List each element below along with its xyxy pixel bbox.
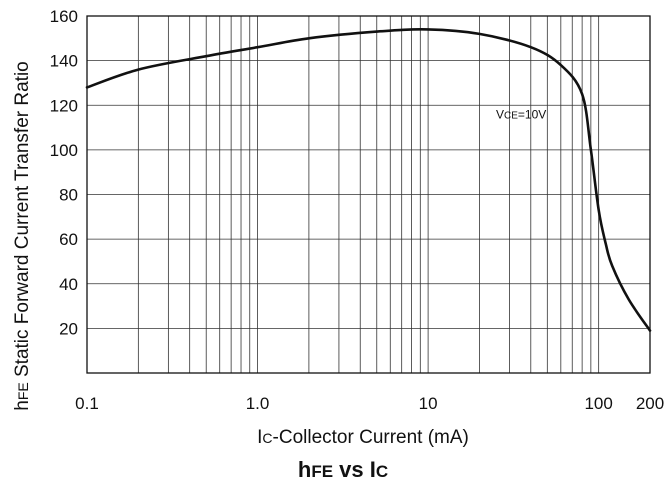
vce-annotation-rest: =10V	[518, 108, 546, 122]
y-axis-title-main: h	[12, 400, 33, 411]
y-tick-label: 160	[50, 7, 78, 26]
chart-title-part-1: h	[298, 457, 311, 482]
x-tick-label: 200	[636, 394, 664, 413]
plot-frame	[86, 15, 651, 374]
y-axis-title-rest: Static Forward Current Transfer Ratio	[12, 61, 33, 382]
x-axis-title-main: I	[257, 427, 262, 448]
y-axis-title: hFE Static Forward Current Transfer Rati…	[12, 61, 33, 410]
chart-title-part-2: FE	[311, 462, 333, 481]
x-axis-title-sub: C	[262, 430, 272, 446]
x-tick-label: 0.1	[75, 394, 99, 413]
vce-annotation-sub: CE	[504, 111, 518, 122]
chart-title: hFE vs IC	[298, 457, 388, 482]
y-tick-label: 100	[50, 141, 78, 160]
x-axis-title: IC-Collector Current (mA)	[257, 427, 469, 448]
y-tick-label: 80	[59, 186, 78, 205]
chart-title-part-3: vs I	[333, 457, 376, 482]
hfe-curve-line	[85, 28, 652, 332]
chart-title-part-4: C	[376, 462, 388, 481]
y-tick-label: 40	[59, 275, 78, 294]
y-tick-labels: 20 40 60 80 100 120 140 160	[50, 7, 78, 338]
x-tick-labels: 0.1 1.0 10 100 200	[75, 394, 664, 413]
vce-annotation: VCE=10V	[496, 108, 546, 122]
y-tick-label: 140	[50, 52, 78, 71]
y-tick-label: 120	[50, 96, 78, 115]
x-tick-label: 1.0	[246, 394, 270, 413]
x-axis-title-rest: -Collector Current (mA)	[273, 427, 469, 448]
y-axis-title-sub: FE	[15, 382, 31, 400]
x-tick-label: 10	[419, 394, 438, 413]
y-tick-label: 60	[59, 230, 78, 249]
x-tick-label: 100	[584, 394, 612, 413]
y-tick-label: 20	[59, 319, 78, 338]
vce-annotation-main: V	[496, 108, 504, 122]
grid	[87, 16, 650, 373]
